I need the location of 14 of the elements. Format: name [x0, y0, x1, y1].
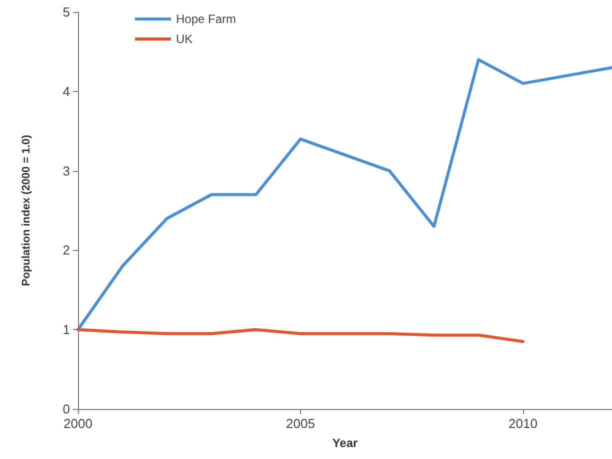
x-axis-title: Year	[332, 436, 358, 450]
x-tick-label: 2010	[508, 416, 538, 431]
y-tick-label: 2	[62, 242, 70, 258]
y-tick-label: 0	[62, 402, 70, 416]
y-tick-label: 3	[62, 163, 70, 178]
y-tick-label: 1	[62, 322, 70, 338]
line-series	[76, 328, 524, 344]
y-tick-label: 5	[62, 4, 70, 20]
y-axis-title: Population index (2000 = 1.0)	[20, 134, 32, 286]
x-tick-label: 2005	[286, 416, 315, 431]
x-tick-label: 2000	[64, 416, 92, 431]
legend-label: UK	[176, 32, 193, 46]
y-tick-label: 4	[62, 84, 70, 99]
legend-label: Hope Farm	[176, 12, 236, 26]
